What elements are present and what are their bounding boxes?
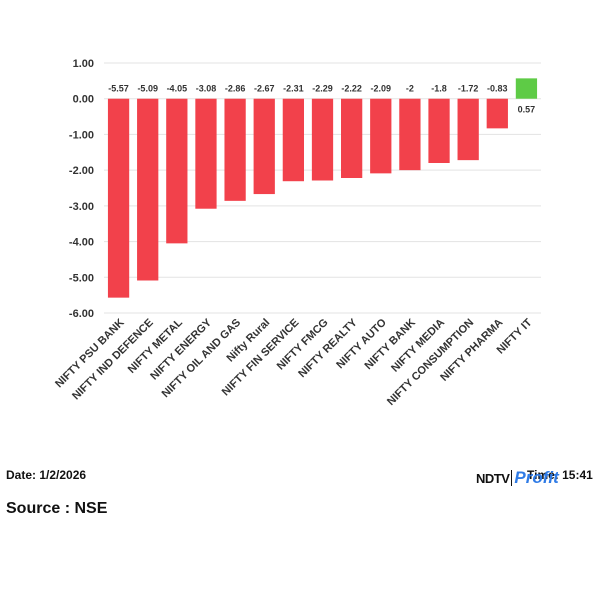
y-tick-label: -6.00 xyxy=(69,308,94,320)
data-label: -5.09 xyxy=(137,84,158,94)
data-label: -2.22 xyxy=(341,84,362,94)
data-label: -4.05 xyxy=(167,84,188,94)
y-tick-label: -4.00 xyxy=(69,237,94,249)
data-label: -3.08 xyxy=(196,84,217,94)
time-label: Time: 15:41 xyxy=(527,468,593,482)
bar xyxy=(311,98,334,181)
data-label: -5.57 xyxy=(108,84,129,94)
y-axis-ticks: 1.00 0.00 -1.00 -2.00 -3.00 -4.00 -5.00 -6.00 xyxy=(69,58,94,320)
data-label: -1.8 xyxy=(431,84,447,94)
bar xyxy=(224,98,246,201)
y-tick-label: 0.00 xyxy=(73,94,94,106)
bar xyxy=(107,98,130,298)
bar xyxy=(195,98,217,209)
bar xyxy=(340,98,363,178)
bar xyxy=(370,98,392,174)
data-labels: -5.57 -5.09 -4.05 -3.08 -2.86 -2.67 -2.31 -2.29… xyxy=(108,84,535,115)
data-label: -2.86 xyxy=(225,84,246,94)
bars xyxy=(107,78,538,298)
source-label: Source : NSE xyxy=(6,500,108,517)
logo-profit-text: Profit xyxy=(514,468,559,487)
date-label: Date: 1/2/2026 xyxy=(6,468,87,482)
bar xyxy=(282,98,305,182)
bar xyxy=(486,98,508,129)
data-label: 0.57 xyxy=(518,105,536,115)
data-label: -2.67 xyxy=(254,84,275,94)
y-tick-label: -5.00 xyxy=(69,272,94,284)
data-label: -2.29 xyxy=(312,84,333,94)
y-tick-label: 1.00 xyxy=(73,58,94,70)
bar xyxy=(399,98,421,171)
y-tick-label: -3.00 xyxy=(69,201,94,213)
y-tick-label: -2.00 xyxy=(69,165,94,177)
bar xyxy=(253,98,275,195)
logo-ndtv-text: NDTV xyxy=(476,470,510,486)
data-label: -1.72 xyxy=(458,84,479,94)
logo-divider xyxy=(511,470,513,486)
bar xyxy=(457,98,479,161)
ndtv-profit-logo: NDTV Profit xyxy=(476,466,559,490)
bar xyxy=(515,78,538,99)
bar xyxy=(428,98,450,163)
bar xyxy=(137,98,159,281)
bar xyxy=(166,98,188,244)
data-label: -0.83 xyxy=(487,84,508,94)
data-label: -2.31 xyxy=(283,84,304,94)
data-label: -2.09 xyxy=(371,84,392,94)
data-label: -2 xyxy=(406,84,414,94)
y-tick-label: -1.00 xyxy=(69,129,94,141)
